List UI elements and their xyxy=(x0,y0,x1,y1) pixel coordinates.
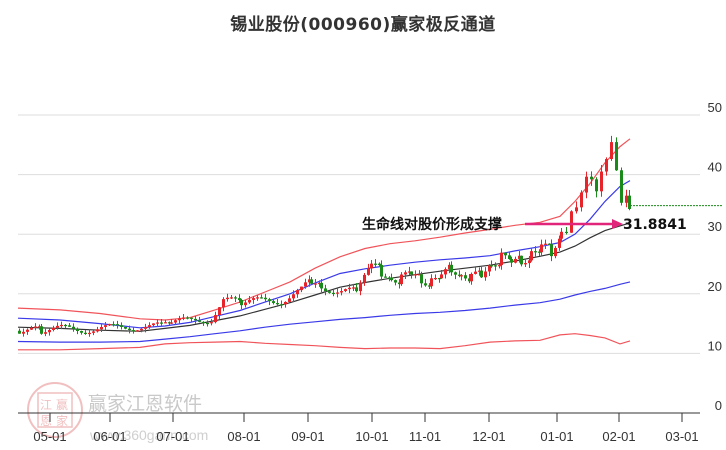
channel-line xyxy=(17,222,631,332)
y-tick-label: 30 xyxy=(708,219,722,234)
support-annotation: 生命线对股价形成支撑 31.8841 xyxy=(362,216,687,233)
axes: 0 10 20 30 40 50 05-01 06-01 07-01 08-01 09-01 10-0… xyxy=(18,100,722,444)
arrow-right-icon xyxy=(612,219,623,229)
channel-line xyxy=(18,333,631,351)
x-tick-label: 03-01 xyxy=(665,429,698,444)
svg-text:家: 家 xyxy=(56,413,68,428)
chart-title: 锡业股份(000960)赢家极反通道 xyxy=(230,15,496,35)
x-tick-label: 08-01 xyxy=(227,429,260,444)
x-tick-label: 06-01 xyxy=(93,429,126,444)
watermark-seal-icon: 江 赢 恩 家 xyxy=(27,382,83,438)
x-tick-label: 02-01 xyxy=(602,429,635,444)
annotation-value: 31.8841 xyxy=(623,217,687,233)
annotation-text: 生命线对股价形成支撑 xyxy=(362,216,502,233)
x-tick-label: 10-01 xyxy=(355,429,388,444)
y-tick-label: 50 xyxy=(708,100,722,115)
x-tick-label: 05-01 xyxy=(33,429,66,444)
svg-text:恩: 恩 xyxy=(40,414,52,428)
channel-line xyxy=(17,180,631,329)
channel-lines xyxy=(17,138,631,351)
watermark: 江 赢 恩 家 赢家江恩软件 www.360gann.com xyxy=(27,382,208,443)
x-tick-label: 07-01 xyxy=(156,429,189,444)
y-tick-label: 20 xyxy=(708,279,722,294)
y-tick-label: 40 xyxy=(708,160,722,175)
channel-line xyxy=(17,138,631,321)
x-tick-label: 01-01 xyxy=(540,429,573,444)
x-tick-label: 09-01 xyxy=(291,429,324,444)
svg-text:江: 江 xyxy=(40,398,52,412)
y-tick-label: 10 xyxy=(708,338,722,353)
watermark-url: www.360gann.com xyxy=(89,427,208,443)
x-tick-label: 12-01 xyxy=(472,429,505,444)
x-tick-label: 11-01 xyxy=(409,429,441,444)
watermark-brand: 赢家江恩软件 xyxy=(88,393,202,415)
y-tick-label: 0 xyxy=(715,398,722,413)
candlesticks xyxy=(18,135,722,337)
svg-text:赢: 赢 xyxy=(56,397,68,412)
channel-line xyxy=(17,281,631,343)
